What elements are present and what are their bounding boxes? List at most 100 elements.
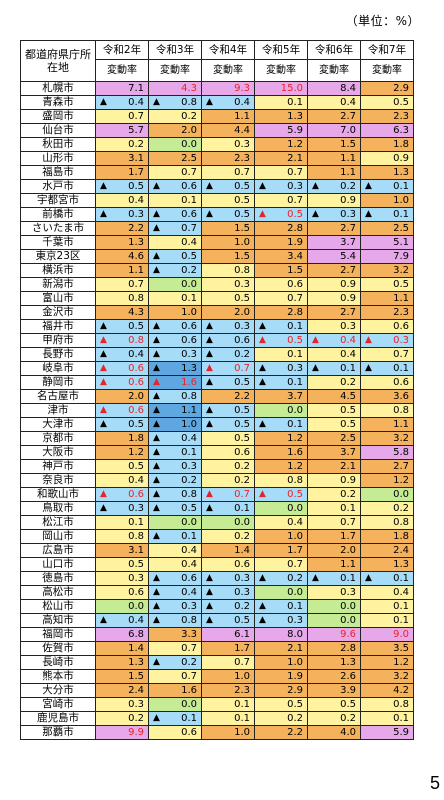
change-rate-cell: 7.0 — [307, 123, 361, 138]
change-rate-cell: 1.5 — [95, 669, 149, 684]
change-rate-cell: 4.3 — [148, 81, 202, 96]
change-rate-cell: ▲ 0.1 — [360, 361, 414, 376]
city-name: 高知市 — [20, 613, 96, 628]
decline-marker-icon: ▲ — [259, 601, 266, 611]
change-rate-cell: ▲ 1.3 — [148, 361, 202, 376]
change-rate-value: 0.9 — [393, 153, 409, 164]
change-rate-cell: 1.2 — [254, 431, 308, 446]
change-rate-value: 0.5 — [234, 181, 250, 192]
change-rate-value: 1.0 — [393, 195, 409, 206]
change-rate-cell: 1.1 — [201, 109, 255, 124]
change-rate-cell: 0.7 — [148, 641, 202, 656]
change-rate-value: 1.5 — [287, 265, 303, 276]
change-rate-value: 0.0 — [234, 517, 250, 528]
table-row: 新潟市 0.7 0.0 0.3 0.6 0.9 0.5 — [20, 277, 414, 292]
change-rate-cell: 2.1 — [254, 641, 308, 656]
change-rate-cell: 1.4 — [201, 543, 255, 558]
change-rate-cell: 7.1 — [95, 81, 149, 96]
change-rate-value: 1.3 — [340, 657, 356, 668]
change-rate-cell: 0.6 — [360, 319, 414, 334]
change-rate-cell: ▲ 0.8 — [148, 95, 202, 110]
change-rate-value: 0.7 — [287, 167, 303, 178]
change-rate-cell: 0.0 — [201, 515, 255, 530]
change-rate-cell: ▲ 0.8 — [95, 333, 149, 348]
change-rate-value: 2.5 — [340, 433, 356, 444]
change-rate-cell: 0.1 — [95, 515, 149, 530]
table-row: 鹿児島市 0.2 ▲ 0.1 0.1 0.2 0.2 0.1 — [20, 711, 414, 726]
change-rate-cell: 4.3 — [95, 305, 149, 320]
change-rate-cell: 3.9 — [307, 683, 361, 698]
decline-marker-icon: ▲ — [312, 573, 319, 583]
table-row: 京都市 1.8 ▲ 0.4 0.5 1.2 2.5 3.2 — [20, 431, 414, 446]
change-rate-cell: ▲ 0.5 — [254, 333, 308, 348]
change-rate-value: 0.6 — [287, 279, 303, 290]
change-rate-cell: 1.0 — [254, 529, 308, 544]
change-rate-value: 0.0 — [340, 601, 356, 612]
change-rate-value: 0.9 — [340, 293, 356, 304]
change-rate-cell: ▲ 0.3 — [148, 347, 202, 362]
change-rate-cell: 0.5 — [95, 459, 149, 474]
change-rate-value: 3.6 — [393, 391, 409, 402]
change-rate-cell: 1.3 — [254, 109, 308, 124]
city-name: 千葉市 — [20, 235, 96, 250]
city-name: 松山市 — [20, 599, 96, 614]
city-name: 秋田市 — [20, 137, 96, 152]
change-rate-cell: 0.5 — [307, 697, 361, 712]
change-rate-value: 5.8 — [393, 447, 409, 458]
change-rate-cell: 4.5 — [307, 389, 361, 404]
change-rate-value: 1.2 — [393, 657, 409, 668]
decline-marker-icon: ▲ — [100, 419, 107, 429]
change-rate-value: 0.7 — [234, 489, 250, 500]
header-change-rate: 変動率 — [95, 59, 149, 82]
change-rate-value: 0.0 — [393, 489, 409, 500]
change-rate-cell: ▲ 0.5 — [148, 249, 202, 264]
change-rate-cell: 0.2 — [254, 711, 308, 726]
change-rate-value: 1.1 — [234, 111, 250, 122]
change-rate-cell: ▲ 0.3 — [148, 459, 202, 474]
header-change-rate: 変動率 — [307, 59, 361, 82]
change-rate-cell: 1.0 — [201, 725, 255, 740]
change-rate-cell: 0.4 — [307, 347, 361, 362]
city-name: 福岡市 — [20, 627, 96, 642]
change-rate-value: 0.2 — [181, 657, 197, 668]
decline-marker-icon: ▲ — [153, 391, 160, 401]
decline-marker-icon: ▲ — [259, 209, 266, 219]
change-rate-cell: 2.4 — [95, 683, 149, 698]
decline-marker-icon: ▲ — [153, 251, 160, 261]
change-rate-cell: ▲ 0.1 — [148, 711, 202, 726]
change-rate-value: 0.0 — [181, 279, 197, 290]
change-rate-value: 0.3 — [287, 363, 303, 374]
change-rate-value: 4.4 — [234, 125, 250, 136]
change-rate-cell: ▲ 1.1 — [148, 403, 202, 418]
change-rate-cell: 0.8 — [95, 529, 149, 544]
change-rate-value: 2.2 — [287, 727, 303, 738]
decline-marker-icon: ▲ — [259, 363, 266, 373]
table-row: 岐阜市 ▲ 0.6 ▲ 1.3 ▲ 0.7 ▲ 0.3 ▲ 0.1 ▲ 0.1 — [20, 361, 414, 376]
decline-marker-icon: ▲ — [259, 615, 266, 625]
change-rate-value: 0.3 — [234, 139, 250, 150]
change-rate-cell: 0.1 — [360, 599, 414, 614]
decline-marker-icon: ▲ — [206, 503, 213, 513]
change-rate-value: 0.1 — [181, 531, 197, 542]
change-rate-cell: ▲ 0.3 — [254, 361, 308, 376]
table-row: 岡山市 0.8 ▲ 0.1 0.2 1.0 1.7 1.8 — [20, 529, 414, 544]
change-rate-cell: 1.5 — [307, 137, 361, 152]
change-rate-cell: 2.7 — [307, 305, 361, 320]
city-name: 広島市 — [20, 543, 96, 558]
change-rate-cell: 0.6 — [360, 375, 414, 390]
change-rate-cell: 0.4 — [95, 473, 149, 488]
change-rate-value: 1.1 — [340, 559, 356, 570]
change-rate-cell: ▲ 1.6 — [148, 375, 202, 390]
change-rate-cell: 2.6 — [307, 669, 361, 684]
change-rate-cell: ▲ 0.5 — [148, 501, 202, 516]
change-rate-value: 3.4 — [287, 251, 303, 262]
table-row: 松山市 0.0 ▲ 0.3 ▲ 0.2 ▲ 0.1 0.0 0.1 — [20, 599, 414, 614]
change-rate-value: 0.2 — [234, 461, 250, 472]
table-row: 東京23区 4.6 ▲ 0.5 1.5 3.4 5.4 7.9 — [20, 249, 414, 264]
change-rate-cell: ▲ 0.5 — [201, 403, 255, 418]
change-rate-cell: ▲ 0.4 — [201, 95, 255, 110]
change-rate-value: 2.1 — [287, 153, 303, 164]
change-rate-value: 0.7 — [287, 293, 303, 304]
change-rate-cell: 0.4 — [148, 557, 202, 572]
change-rate-cell: 1.8 — [360, 137, 414, 152]
